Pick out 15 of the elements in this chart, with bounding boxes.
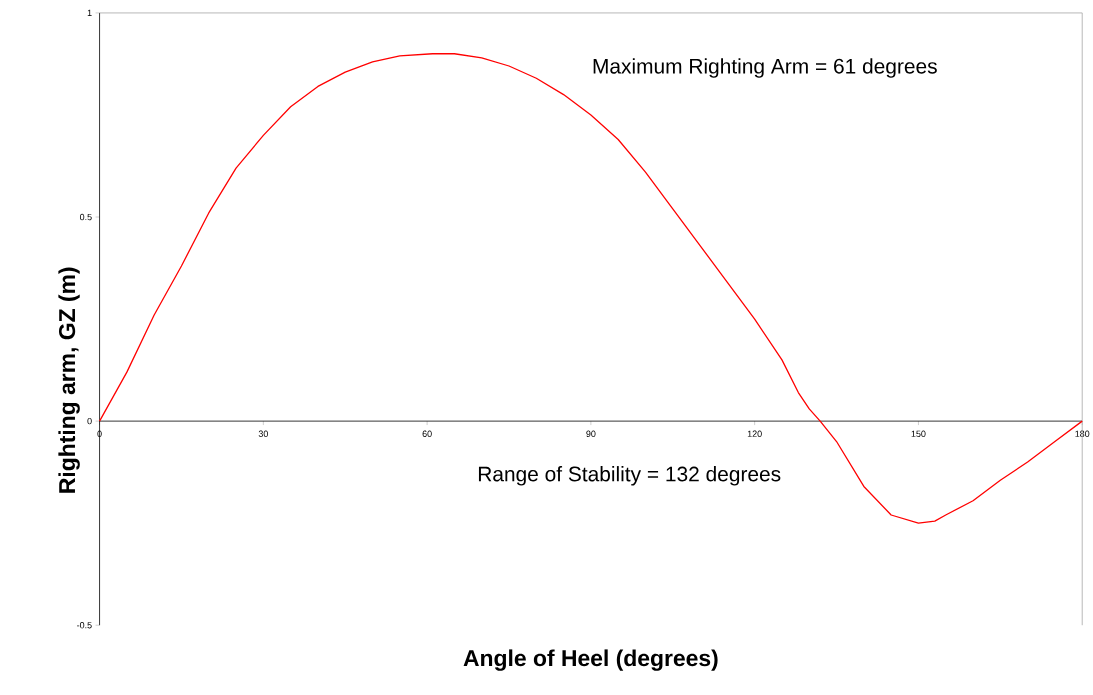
- x-tick-label: 60: [422, 430, 432, 438]
- y-tick-label: 1: [87, 9, 92, 17]
- annotation: Maximum Righting Arm = 61 degrees: [593, 58, 937, 78]
- x-tick-label: 120: [747, 430, 762, 438]
- y-axis-title: Righting arm, GZ (m): [58, 267, 80, 493]
- y-tick-label: -0.5: [77, 622, 92, 629]
- x-tick-label: 30: [258, 430, 268, 438]
- annotation: Range of Stability = 132 degrees: [478, 466, 781, 486]
- x-axis-title: Angle of Heel (degrees): [463, 649, 718, 671]
- y-tick-label: 0: [87, 417, 92, 425]
- x-tick-label: 180: [1075, 430, 1090, 438]
- x-tick-label: 150: [911, 430, 926, 438]
- x-tick-label: 90: [586, 430, 596, 438]
- x-tick-label: 0: [97, 430, 102, 438]
- y-tick-label: 0.5: [79, 213, 92, 221]
